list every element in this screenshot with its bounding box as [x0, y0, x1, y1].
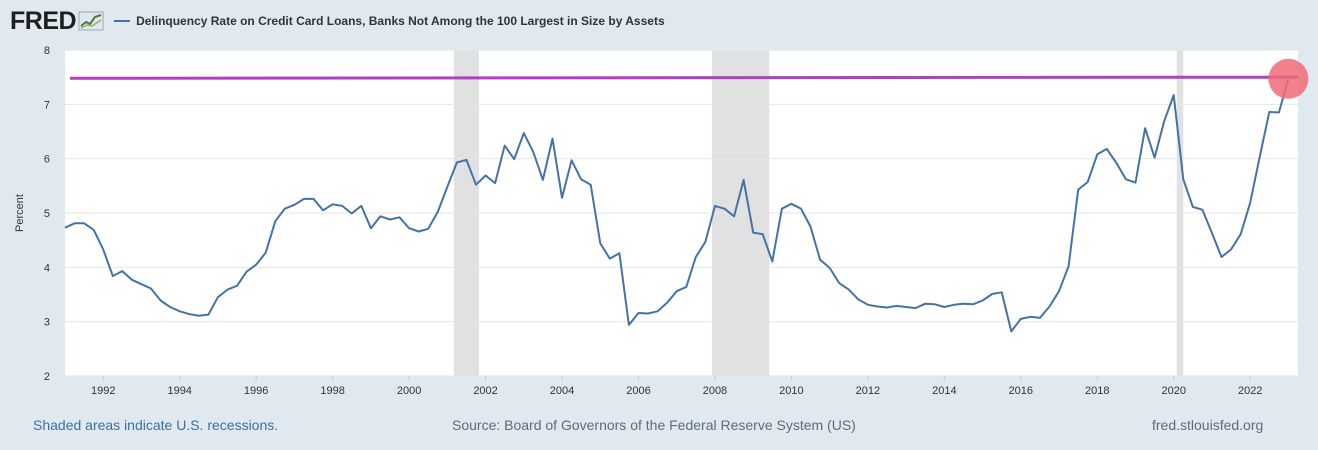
y-tick-label-2: 2 — [44, 371, 50, 383]
highlight-point[interactable] — [1268, 58, 1309, 99]
x-tick-label-2016: 2016 — [1009, 385, 1033, 397]
chart-header: FRED Delinquency Rate on Credit Card Loa… — [10, 8, 665, 34]
recessions-note[interactable]: Shaded areas indicate U.S. recessions. — [33, 417, 279, 433]
x-tick-label-2004: 2004 — [550, 385, 574, 397]
y-tick-label-5: 5 — [44, 208, 50, 220]
x-tick-label-2020: 2020 — [1162, 385, 1186, 397]
x-tick-label-2018: 2018 — [1085, 385, 1109, 397]
annotation-line — [69, 75, 1299, 80]
x-tick-label-2022: 2022 — [1238, 385, 1262, 397]
legend[interactable]: Delinquency Rate on Credit Card Loans, B… — [114, 14, 665, 28]
chart-line-icon — [78, 11, 104, 31]
x-tick-label-1994: 1994 — [167, 385, 191, 397]
fred-logo[interactable]: FRED — [10, 7, 77, 35]
y-tick-label-4: 4 — [44, 262, 50, 274]
legend-swatch — [114, 20, 131, 22]
y-tick-label-6: 6 — [44, 154, 50, 166]
x-tick-label-2000: 2000 — [397, 385, 421, 397]
x-tick-label-2012: 2012 — [856, 385, 880, 397]
line-chart[interactable]: 2 3 4 5 6 7 8 1992 1994 1996 1998 2000 2002 2004 2006… — [0, 0, 1318, 410]
x-tick-label-2006: 2006 — [626, 385, 650, 397]
y-axis-label: Percent — [14, 194, 26, 232]
x-tick-label-2008: 2008 — [703, 385, 727, 397]
y-gridlines — [65, 49, 1298, 377]
y-tick-label-7: 7 — [44, 99, 50, 111]
x-tick-label-1992: 1992 — [91, 385, 115, 397]
source-note: Source: Board of Governors of the Federa… — [452, 417, 856, 433]
x-tick-label-2014: 2014 — [932, 385, 956, 397]
y-tick-label-8: 8 — [44, 45, 50, 57]
x-tick-label-2002: 2002 — [473, 385, 497, 397]
y-tick-label-3: 3 — [44, 317, 50, 329]
y-tick-labels: 2 3 4 5 6 7 8 — [44, 45, 50, 383]
x-tick-label-1998: 1998 — [320, 385, 344, 397]
series-line[interactable] — [64, 78, 1290, 333]
site-link[interactable]: fred.stlouisfed.org — [1152, 417, 1264, 433]
x-tick-labels: 1992 1994 1996 1998 2000 2002 2004 2006 2008 2010… — [91, 376, 1262, 397]
x-tick-label-2010: 2010 — [779, 385, 803, 397]
legend-label: Delinquency Rate on Credit Card Loans, B… — [136, 14, 665, 28]
x-tick-label-1996: 1996 — [244, 385, 268, 397]
